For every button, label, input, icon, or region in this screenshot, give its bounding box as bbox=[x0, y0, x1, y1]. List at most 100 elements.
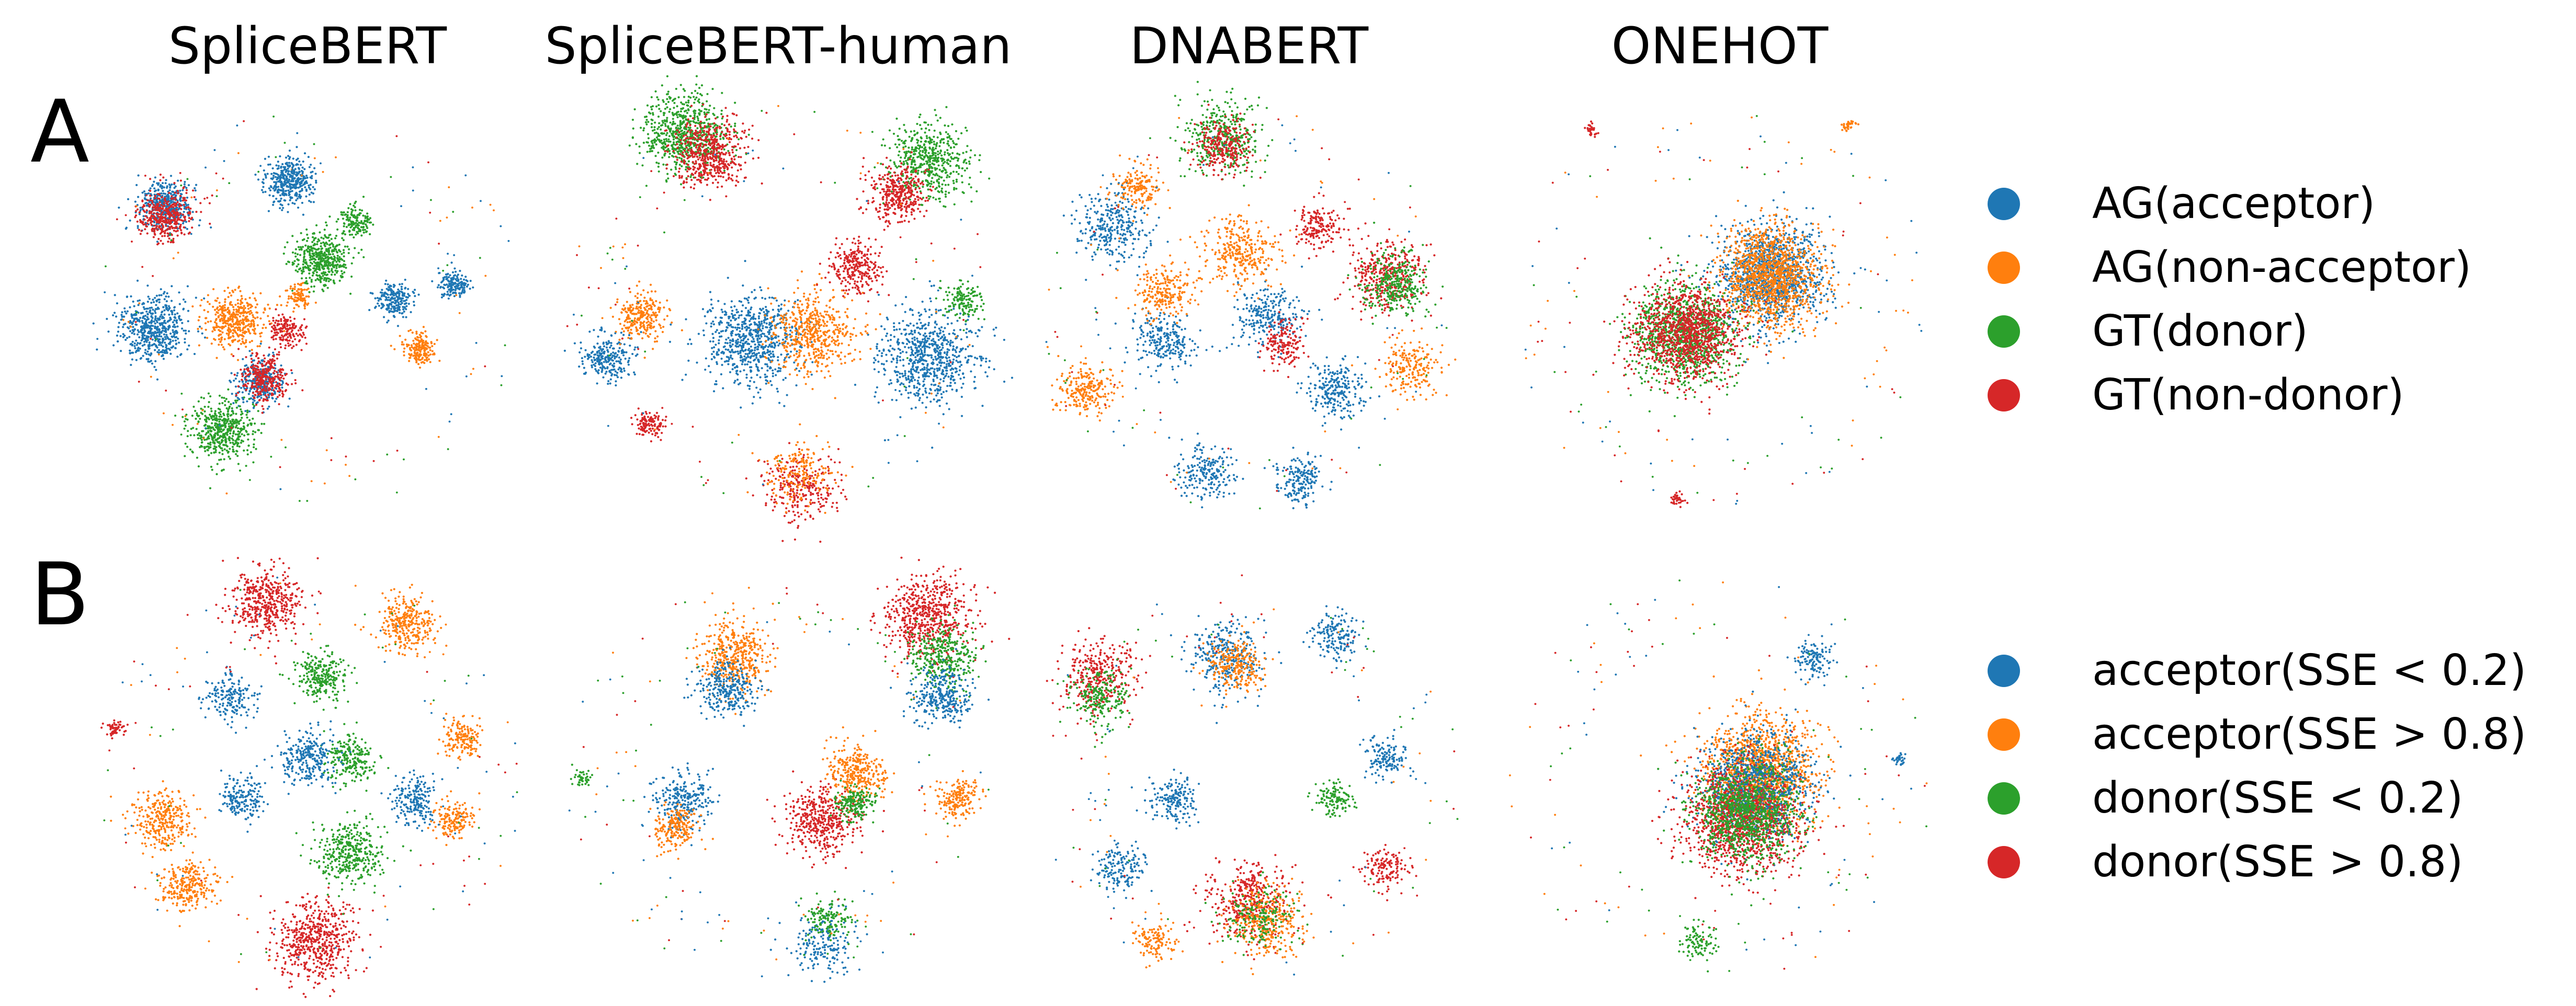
scatter-point bbox=[314, 279, 317, 281]
scatter-point bbox=[183, 205, 186, 208]
scatter-point bbox=[147, 318, 150, 321]
scatter-point bbox=[305, 228, 308, 231]
scatter-point bbox=[300, 180, 303, 182]
scatter-point bbox=[158, 322, 161, 325]
scatter-point bbox=[162, 412, 165, 415]
scatter-point bbox=[294, 248, 297, 250]
scatter-point bbox=[327, 257, 330, 259]
scatter-point bbox=[254, 364, 257, 367]
scatter-point bbox=[360, 248, 363, 251]
scatter-point bbox=[300, 169, 303, 172]
scatter-point bbox=[144, 175, 146, 177]
scatter-point bbox=[236, 392, 240, 394]
scatter-point bbox=[309, 184, 312, 186]
scatter-point bbox=[279, 174, 282, 176]
scatter-point bbox=[334, 257, 336, 259]
scatter-point bbox=[149, 178, 152, 180]
scatter-point bbox=[243, 342, 246, 345]
scatter-point bbox=[254, 394, 256, 396]
scatter-point bbox=[334, 156, 337, 158]
scatter-point bbox=[138, 211, 141, 214]
scatter-point bbox=[647, 137, 650, 140]
scatter-point bbox=[230, 422, 233, 425]
scatter-point bbox=[240, 299, 242, 302]
scatter-point bbox=[248, 398, 251, 401]
scatter-point bbox=[322, 275, 324, 277]
column-title-onehot: ONEHOT bbox=[1612, 21, 1828, 71]
scatter-point bbox=[438, 360, 441, 362]
scatter-point bbox=[455, 270, 457, 273]
scatter-point bbox=[287, 345, 290, 347]
scatter-point bbox=[223, 290, 226, 292]
scatter-point bbox=[277, 390, 279, 393]
scatter-point bbox=[249, 306, 252, 309]
scatter-point bbox=[185, 332, 187, 335]
scatter-point bbox=[256, 387, 259, 390]
scatter-point bbox=[400, 288, 403, 290]
scatter-point bbox=[327, 248, 330, 251]
scatter-point bbox=[407, 293, 410, 295]
scatter-point bbox=[243, 428, 245, 430]
scatter-point bbox=[174, 204, 177, 207]
scatter-point bbox=[207, 430, 210, 432]
scatter-point bbox=[132, 300, 134, 303]
scatter-point bbox=[175, 208, 178, 211]
scatter-point bbox=[213, 429, 216, 431]
scatter-point bbox=[282, 175, 285, 177]
scatter-point bbox=[173, 215, 176, 218]
scatter-point bbox=[146, 284, 149, 287]
scatter-point bbox=[161, 187, 163, 190]
scatter-point bbox=[429, 361, 432, 363]
scatter-point bbox=[165, 295, 167, 298]
scatter-point bbox=[131, 332, 133, 335]
scatter-point bbox=[453, 267, 456, 270]
scatter-point bbox=[429, 211, 432, 214]
scatter-point bbox=[390, 176, 392, 178]
scatter-point bbox=[248, 313, 251, 315]
scatter-point bbox=[270, 186, 273, 188]
scatter-point bbox=[396, 325, 400, 327]
scatter-point bbox=[187, 208, 190, 211]
scatter-point bbox=[391, 310, 393, 313]
scatter-point bbox=[141, 191, 144, 194]
scatter-point bbox=[335, 244, 338, 247]
scatter-point bbox=[178, 303, 181, 305]
scatter-point bbox=[152, 212, 155, 214]
scatter-point bbox=[186, 285, 189, 288]
scatter-point bbox=[273, 115, 275, 118]
scatter-point bbox=[160, 184, 162, 187]
scatter-point bbox=[237, 152, 240, 154]
scatter-point bbox=[173, 324, 176, 326]
scatter-point bbox=[341, 265, 344, 268]
scatter-point bbox=[291, 235, 294, 237]
scatter-point bbox=[294, 173, 298, 176]
scatter-point bbox=[251, 340, 253, 342]
scatter-point bbox=[224, 298, 226, 301]
scatter-point bbox=[188, 216, 190, 220]
scatter-point bbox=[280, 334, 283, 337]
scatter-point bbox=[171, 195, 173, 198]
scatter-point bbox=[504, 344, 506, 347]
scatter-point bbox=[250, 312, 253, 314]
scatter-point bbox=[302, 331, 304, 334]
scatter-point bbox=[689, 96, 692, 99]
scatter-point bbox=[249, 325, 252, 328]
scatter-point bbox=[408, 347, 411, 349]
scatter-point bbox=[349, 292, 352, 295]
scatter-point bbox=[163, 235, 166, 237]
scatter-point bbox=[168, 324, 171, 327]
scatter-point bbox=[315, 181, 317, 184]
scatter-point bbox=[198, 415, 200, 417]
scatter-point bbox=[362, 256, 365, 258]
scatter-point bbox=[352, 256, 355, 259]
scatter-point bbox=[658, 108, 661, 110]
scatter-a-splicebert bbox=[92, 115, 510, 502]
scatter-point bbox=[213, 308, 217, 311]
scatter-point bbox=[295, 299, 298, 302]
scatter-point bbox=[286, 289, 289, 292]
scatter-point bbox=[322, 259, 324, 262]
scatter-point bbox=[281, 386, 283, 389]
scatter-point bbox=[274, 172, 277, 175]
scatter-point bbox=[219, 410, 222, 413]
scatter-point bbox=[187, 206, 189, 209]
